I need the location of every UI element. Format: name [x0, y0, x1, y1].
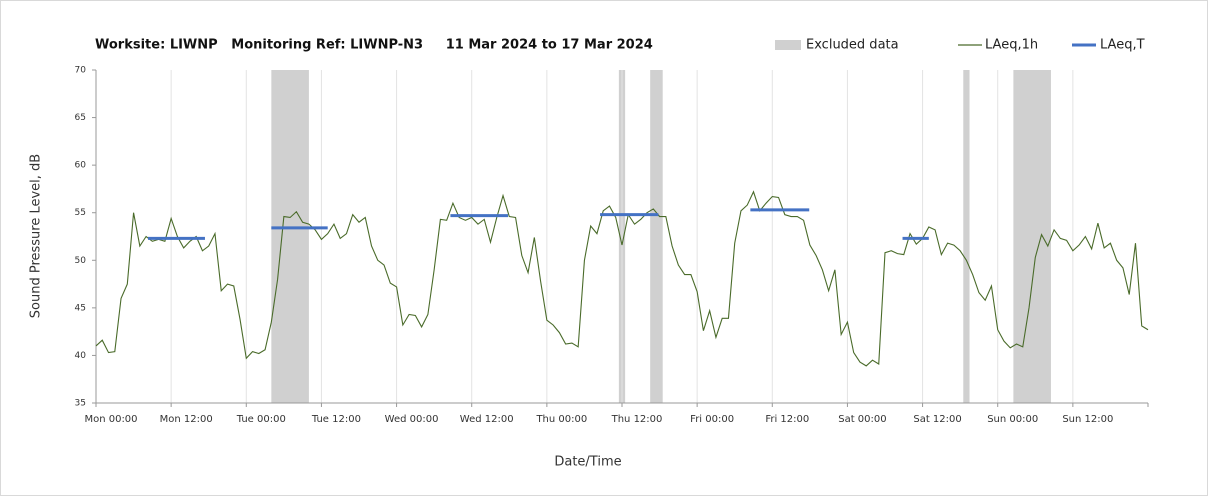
line-series — [95, 190, 1149, 367]
y-tick-label: 40 — [75, 351, 87, 361]
y-tick-label: 35 — [75, 399, 86, 409]
y-tick-label: 60 — [75, 161, 87, 171]
legend-label: LAeq,1h — [985, 38, 1038, 53]
legend-label: Excluded data — [806, 38, 899, 53]
legend-swatch — [775, 40, 801, 50]
excluded-band — [1013, 70, 1051, 403]
excluded-band — [963, 70, 970, 403]
chart-title: Worksite: LIWNP Monitoring Ref: LIWNP-N3… — [95, 38, 653, 53]
x-tick-label: Wed 00:00 — [385, 414, 439, 425]
x-tick-label: Fri 00:00 — [690, 414, 734, 425]
x-tick-label: Fri 12:00 — [765, 414, 809, 425]
x-tick-label: Tue 12:00 — [311, 414, 361, 425]
y-tick-label: 65 — [75, 113, 86, 123]
excluded-band — [271, 70, 309, 403]
x-tick-label: Sun 00:00 — [987, 414, 1038, 425]
y-axis-label: Sound Pressure Level, dB — [29, 154, 44, 318]
legend-label: LAeq,T — [1100, 38, 1145, 53]
excluded-band — [650, 70, 663, 403]
x-tick-label: Sat 00:00 — [838, 414, 886, 425]
x-tick-label: Thu 00:00 — [535, 414, 587, 425]
x-tick-label: Mon 00:00 — [84, 414, 137, 425]
x-tick-label: Wed 12:00 — [460, 414, 514, 425]
x-tick-label: Mon 12:00 — [160, 414, 213, 425]
y-tick-label: 70 — [75, 66, 87, 76]
y-tick-label: 45 — [75, 303, 86, 313]
x-tick-label: Sat 12:00 — [913, 414, 961, 425]
x-axis-label: Date/Time — [554, 455, 621, 470]
y-tick-label: 50 — [75, 256, 87, 266]
x-tick-label: Thu 12:00 — [611, 414, 663, 425]
x-tick-label: Tue 00:00 — [236, 414, 286, 425]
x-tick-label: Sun 12:00 — [1062, 414, 1113, 425]
y-tick-label: 55 — [75, 208, 86, 218]
